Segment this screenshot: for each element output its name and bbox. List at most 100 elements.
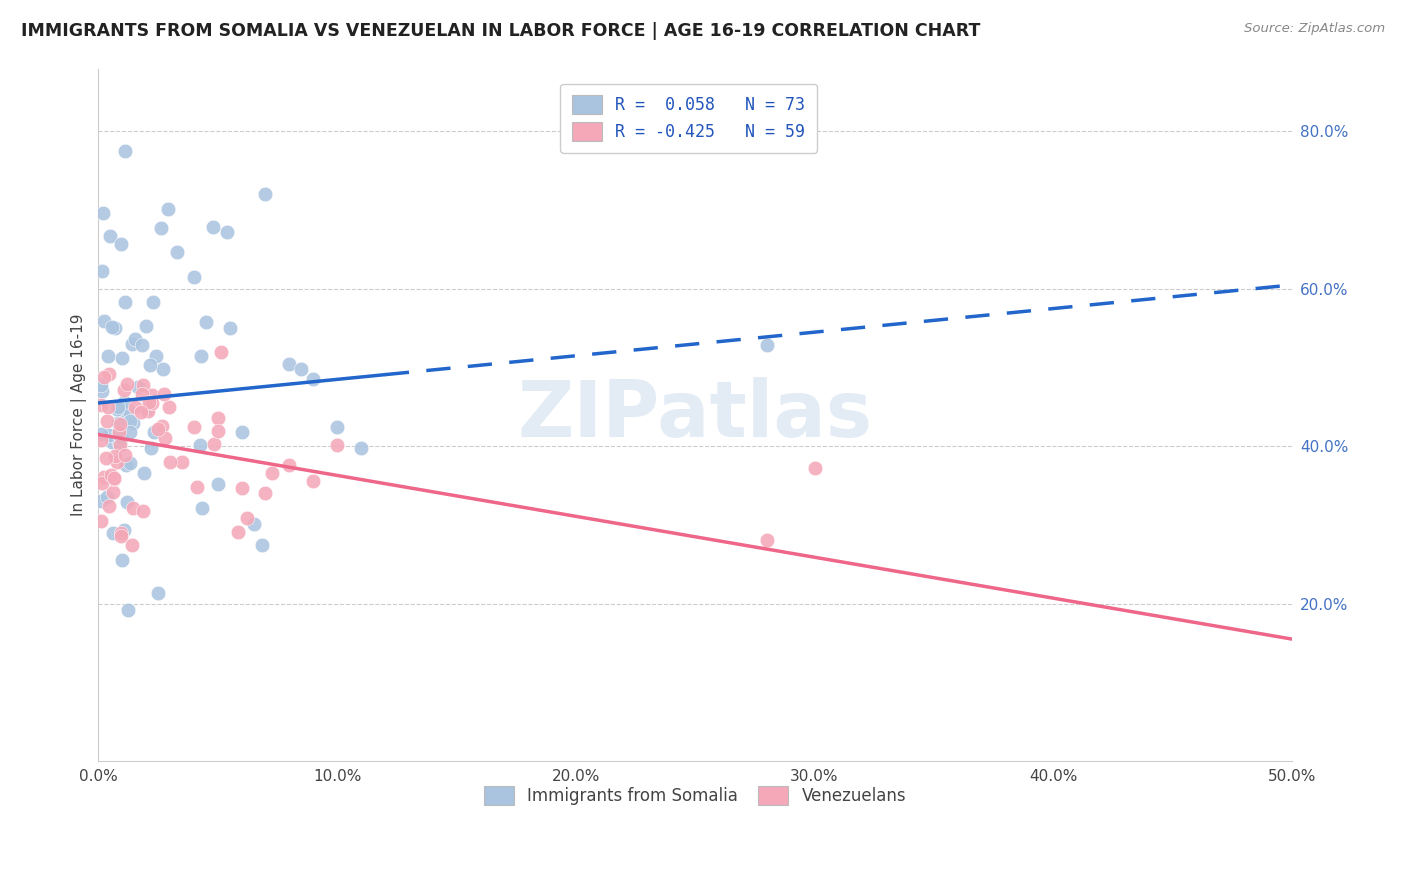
Point <box>242 516 264 531</box>
Point <box>93 370 115 384</box>
Text: ZIPatlas: ZIPatlas <box>517 376 873 453</box>
Point <box>115 458 138 473</box>
Point <box>326 438 349 452</box>
Point <box>111 351 134 365</box>
Point <box>207 424 229 438</box>
Point <box>138 403 160 417</box>
Point <box>131 504 153 518</box>
Point <box>103 320 125 334</box>
Point <box>108 436 131 450</box>
Point <box>100 467 122 482</box>
Point <box>101 526 124 541</box>
Point <box>105 402 128 417</box>
Point <box>90 493 112 508</box>
Point <box>103 472 125 486</box>
Point <box>107 400 129 414</box>
Point <box>202 219 225 234</box>
Point <box>190 501 212 516</box>
Text: Source: ZipAtlas.com: Source: ZipAtlas.com <box>1244 22 1385 36</box>
Point <box>112 524 135 538</box>
Point <box>110 529 132 543</box>
Point <box>105 455 128 469</box>
Point <box>302 475 325 489</box>
Point <box>110 236 132 251</box>
Point <box>90 426 112 441</box>
Point <box>153 431 176 445</box>
Point <box>90 378 112 392</box>
Point <box>231 481 253 495</box>
Point <box>166 245 188 260</box>
Point <box>141 441 163 455</box>
Point <box>231 425 253 439</box>
Point <box>136 402 159 417</box>
Point <box>117 603 139 617</box>
Point <box>145 349 167 363</box>
Point <box>141 396 163 410</box>
Point <box>96 413 118 427</box>
Point <box>146 586 169 600</box>
Point <box>98 500 121 514</box>
Point <box>117 403 139 417</box>
Point <box>110 432 132 446</box>
Point <box>94 451 117 466</box>
Point <box>122 501 145 516</box>
Point <box>121 538 143 552</box>
Point <box>202 437 225 451</box>
Point <box>90 514 112 528</box>
Point <box>103 449 125 463</box>
Y-axis label: In Labor Force | Age 16-19: In Labor Force | Age 16-19 <box>72 314 87 516</box>
Point <box>120 456 142 470</box>
Point <box>131 338 153 352</box>
Point <box>134 466 156 480</box>
Point <box>127 380 149 394</box>
Point <box>141 388 163 402</box>
Point <box>326 419 349 434</box>
Point <box>138 358 160 372</box>
Point <box>278 458 301 473</box>
Point <box>209 344 232 359</box>
Point <box>96 491 118 505</box>
Point <box>121 337 143 351</box>
Point <box>131 404 153 418</box>
Point <box>157 400 180 414</box>
Point <box>107 427 129 442</box>
Point <box>112 383 135 397</box>
Point <box>124 332 146 346</box>
Point <box>97 428 120 442</box>
Point <box>150 418 173 433</box>
Point <box>252 538 274 552</box>
Point <box>117 495 139 509</box>
Point <box>159 455 181 469</box>
Point <box>90 264 112 278</box>
Point <box>108 438 131 452</box>
Point <box>97 401 120 415</box>
Point <box>218 320 240 334</box>
Point <box>150 221 173 235</box>
Point <box>90 476 112 491</box>
Point <box>93 314 115 328</box>
Point <box>226 525 249 540</box>
Point <box>350 442 373 456</box>
Point <box>120 425 142 439</box>
Point <box>194 315 217 329</box>
Point <box>90 433 112 447</box>
Point <box>114 448 136 462</box>
Point <box>290 361 312 376</box>
Point <box>142 425 165 439</box>
Point <box>103 471 125 485</box>
Point <box>132 378 155 392</box>
Point <box>254 186 277 201</box>
Point <box>236 511 259 525</box>
Point <box>183 419 205 434</box>
Point <box>111 552 134 566</box>
Point <box>90 398 112 412</box>
Point <box>755 338 778 352</box>
Point <box>93 470 115 484</box>
Text: IMMIGRANTS FROM SOMALIA VS VENEZUELAN IN LABOR FORCE | AGE 16-19 CORRELATION CHA: IMMIGRANTS FROM SOMALIA VS VENEZUELAN IN… <box>21 22 980 40</box>
Point <box>101 435 124 450</box>
Point <box>110 526 132 541</box>
Point <box>152 361 174 376</box>
Point <box>120 414 142 428</box>
Point <box>97 349 120 363</box>
Point <box>112 408 135 422</box>
